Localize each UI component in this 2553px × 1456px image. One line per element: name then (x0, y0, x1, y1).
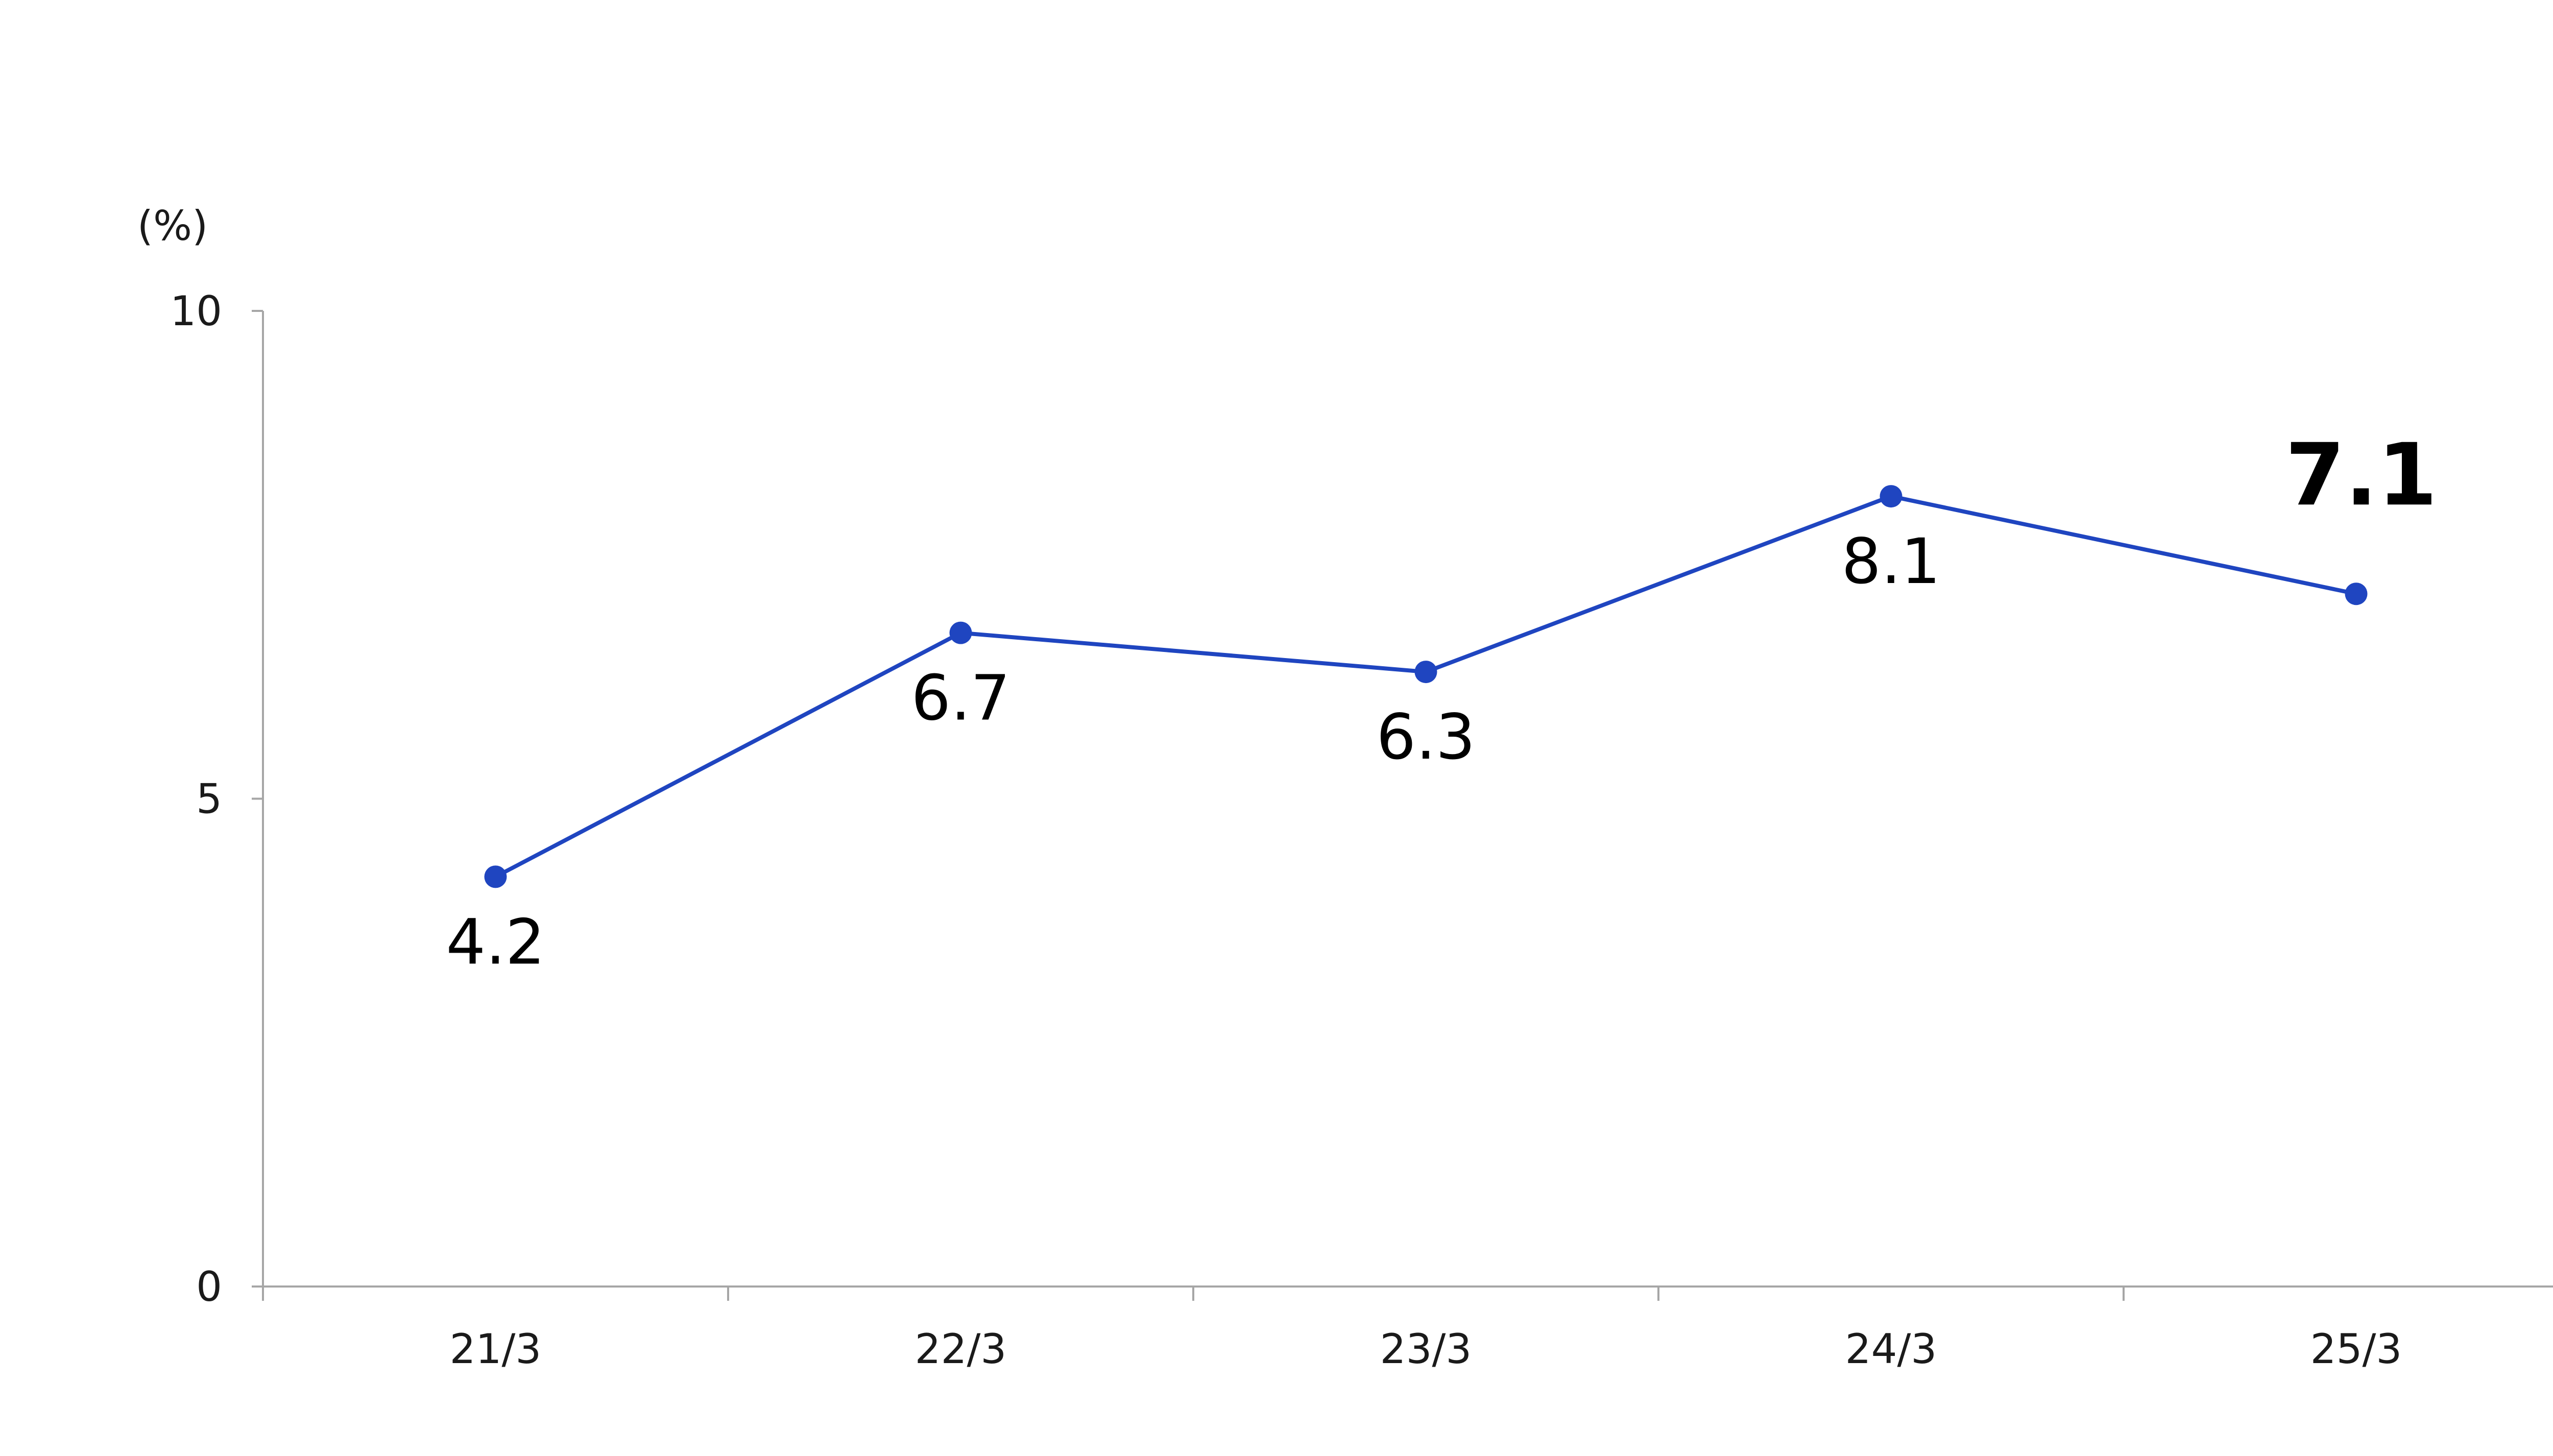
data-point (949, 621, 972, 644)
data-point (484, 865, 507, 888)
data-point (1414, 661, 1437, 684)
x-tick-label: 25/3 (2310, 1325, 2402, 1373)
x-tick-label: 22/3 (915, 1325, 1007, 1373)
data-point (2345, 583, 2368, 605)
data-point (1880, 485, 1902, 508)
data-label: 6.7 (911, 662, 1010, 735)
x-tick-label: 21/3 (450, 1325, 542, 1373)
data-labels: 4.2 6.7 6.3 8.1 7.1 (446, 425, 2437, 978)
x-tick-label: 23/3 (1380, 1325, 1472, 1373)
x-tick-label: 24/3 (1845, 1325, 1937, 1373)
data-label: 8.1 (1841, 525, 1940, 598)
data-label: 4.2 (446, 906, 545, 978)
data-series (484, 485, 2368, 888)
axes: 0 5 10 21/3 22/3 23/3 24/3 25/3 (170, 287, 2553, 1373)
y-tick-label: 0 (196, 1263, 222, 1311)
y-axis-unit-label: (%) (137, 202, 208, 250)
y-tick-label: 5 (196, 775, 222, 823)
data-label: 6.3 (1376, 701, 1475, 773)
series-line (494, 494, 2357, 879)
data-label: 7.1 (2285, 425, 2438, 525)
y-tick-label: 10 (170, 287, 222, 335)
